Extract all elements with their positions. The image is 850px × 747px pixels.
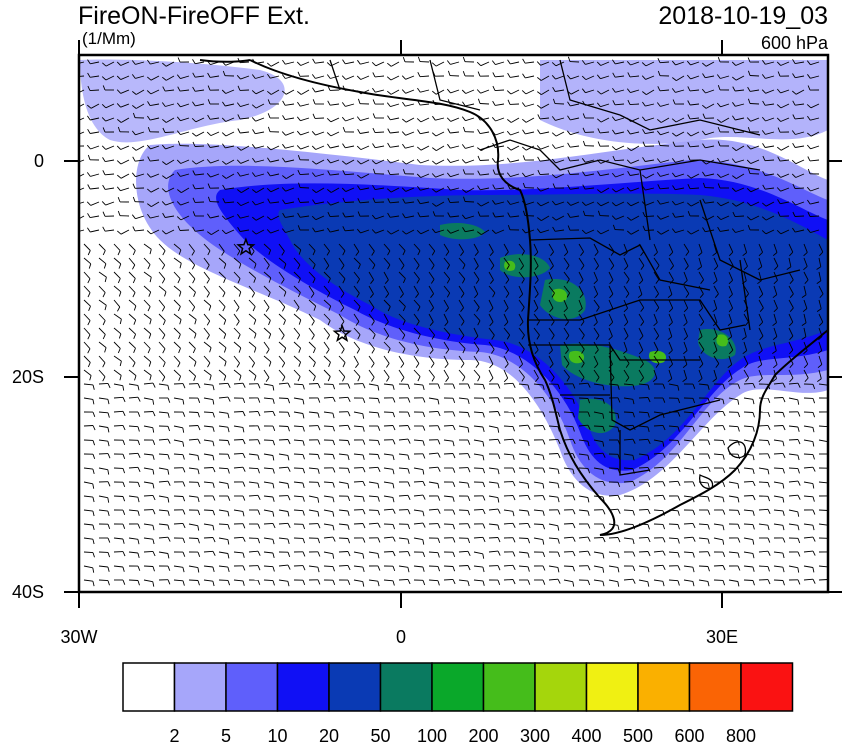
colorbar-label: 5 xyxy=(221,726,231,746)
lon-tick-label: 30W xyxy=(60,627,97,647)
lat-tick-label: 0 xyxy=(34,151,44,171)
star-marker-2 xyxy=(332,323,352,343)
pressure-level-label: 600 hPa xyxy=(760,33,828,53)
colorbar-swatch xyxy=(225,662,279,712)
colorbar: 2 5 10 20 50 100 200 300 400 500 600 800 xyxy=(122,662,794,746)
latitude-ticks xyxy=(64,160,842,593)
colorbar-label: 300 xyxy=(520,726,550,746)
colorbar-label: 100 xyxy=(417,726,447,746)
lat-tick-label: 40S xyxy=(12,582,44,602)
colorbar-swatch xyxy=(122,662,176,712)
station-markers xyxy=(236,237,352,343)
lon-tick-label: 30E xyxy=(706,627,738,647)
colorbar-swatch xyxy=(379,662,433,712)
map-title: FireON-FireOFF Ext. xyxy=(78,2,310,30)
coastline xyxy=(199,59,828,536)
units-label: (1/Mm) xyxy=(82,29,136,48)
colorbar-label: 2 xyxy=(169,726,179,746)
colorbar-swatch xyxy=(740,662,794,712)
colorbar-label: 50 xyxy=(370,726,390,746)
colorbar-label: 200 xyxy=(468,726,498,746)
colorbar-label: 400 xyxy=(571,726,601,746)
star-marker-1 xyxy=(236,237,256,256)
colorbar-label: 10 xyxy=(267,726,287,746)
map-frame xyxy=(77,53,830,594)
colorbar-label: 600 xyxy=(674,726,704,746)
lat-tick-label: 20S xyxy=(12,367,44,387)
colorbar-label: 500 xyxy=(623,726,653,746)
colorbar-swatch xyxy=(276,662,330,712)
colorbar-swatch xyxy=(534,662,588,712)
colorbar-swatch xyxy=(637,662,691,712)
longitude-ticks xyxy=(78,40,723,608)
colorbar-swatch xyxy=(431,662,485,712)
country-borders xyxy=(329,59,801,490)
wind-barbs xyxy=(79,56,828,587)
colorbar-swatch xyxy=(585,662,639,712)
colorbar-swatch xyxy=(482,662,536,712)
colorbar-label: 800 xyxy=(726,726,756,746)
colorbar-label: 20 xyxy=(319,726,339,746)
datetime-label: 2018-10-19_03 xyxy=(658,2,828,30)
colorbar-swatch xyxy=(328,662,382,712)
colorbar-swatch xyxy=(688,662,742,712)
lon-tick-label: 0 xyxy=(396,627,406,647)
colorbar-swatch xyxy=(173,662,227,712)
extinction-field xyxy=(79,55,828,592)
